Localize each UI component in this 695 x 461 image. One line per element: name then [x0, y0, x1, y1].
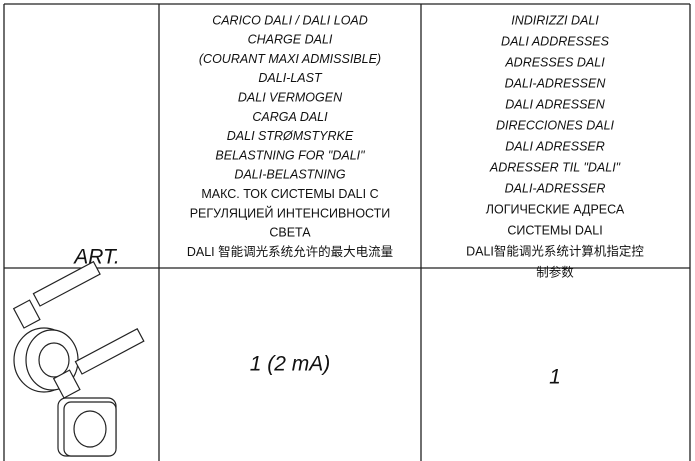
header-line: ADRESSER TIL "DALI" [489, 160, 621, 174]
product-image [12, 260, 145, 457]
header-line: DALI-BELASTNING [234, 168, 345, 182]
header-line: DALI ADDRESSES [501, 34, 610, 48]
header-line: CHARGE DALI [248, 33, 333, 47]
header-line: DALI-ADRESSEN [505, 76, 607, 90]
header-line: (COURANT MAXI ADMISSIBLE) [199, 52, 381, 66]
header-line: DALI ADRESSER [505, 139, 605, 153]
header-line: DALI ADRESSEN [505, 97, 606, 111]
header-line: РЕГУЛЯЦИЕЙ ИНТЕНСИВНОСТИ [190, 205, 391, 220]
address-value: 1 [549, 366, 561, 389]
header-line: CARICO DALI / DALI LOAD [212, 13, 368, 27]
header-line: СВЕТА [269, 226, 311, 240]
header-line: 制参数 [536, 264, 574, 279]
header-line: ЛОГИЧЕСКИЕ АДРЕСА [486, 202, 625, 216]
load-value: 1 (2 mA) [250, 353, 331, 376]
header-line: CARGA DALI [252, 110, 328, 124]
header-line: INDIRIZZI DALI [511, 13, 599, 27]
header-line: BELASTNING FOR "DALI" [215, 148, 365, 162]
header-line: DALI STRØMSTYRKE [227, 129, 354, 143]
header-line: DALI-ADRESSER [505, 181, 606, 195]
header-line: МАКС. ТОК СИСТЕМЫ DALI С [201, 187, 378, 201]
header-line: СИСТЕМЫ DALI [507, 223, 602, 237]
table-grid [3, 3, 691, 461]
art-header: ART. [72, 246, 120, 269]
header-line: DALI VERMOGEN [238, 90, 343, 104]
header-line: DALI 智能调光系统允许的最大电流量 [187, 244, 393, 259]
header-line: DALI智能调光系统计算机指定控 [466, 243, 644, 258]
header-line: DIRECCIONES DALI [496, 118, 615, 132]
header-line: DALI-LAST [258, 71, 323, 85]
header-line: ADRESSES DALI [504, 55, 605, 69]
